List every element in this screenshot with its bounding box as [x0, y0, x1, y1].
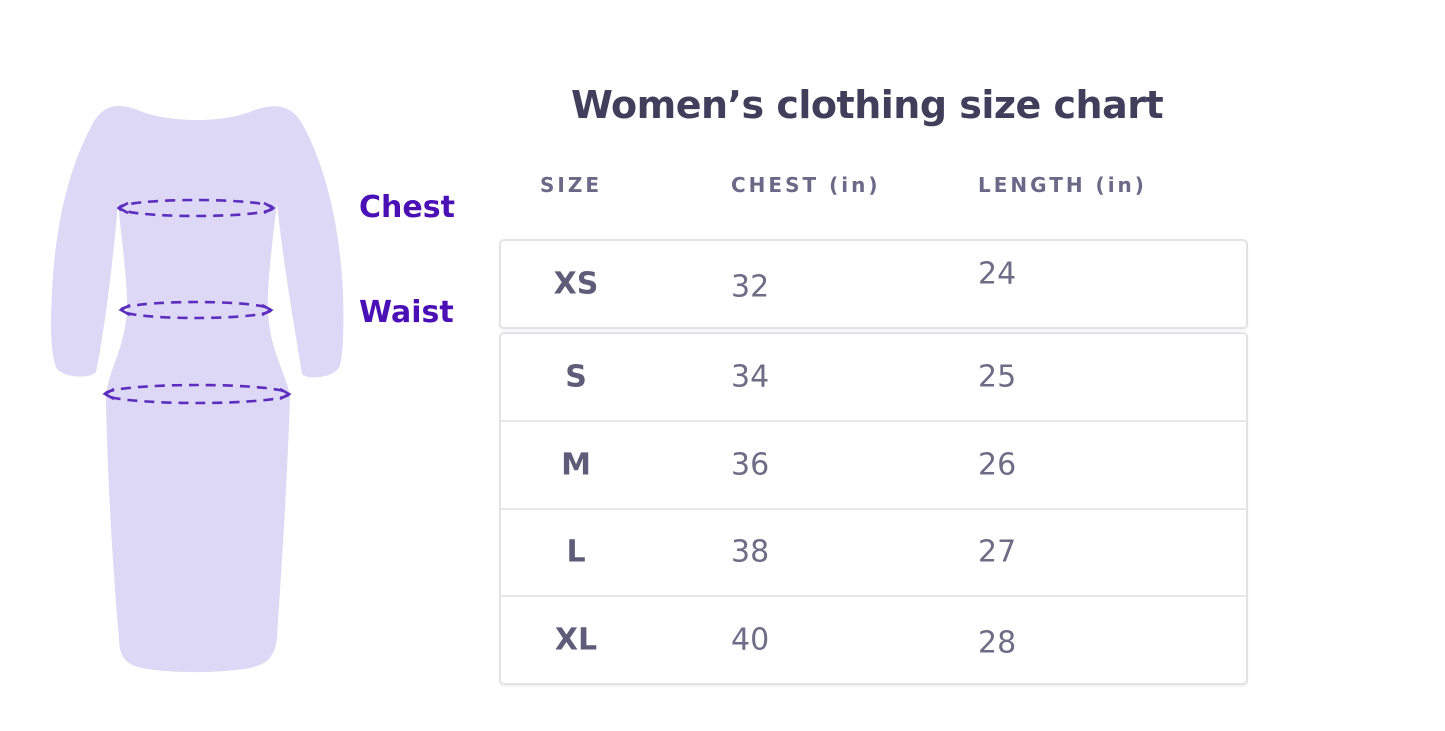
length-cell: 24 [978, 256, 1017, 292]
table-row: M 36 26 [501, 419, 1246, 508]
column-header-size: SIZE [540, 173, 603, 197]
table-row: XS 32 24 [501, 241, 1246, 327]
waist-label: Waist [359, 295, 454, 330]
hip-measurement-line [102, 383, 292, 405]
chest-cell: 34 [731, 359, 770, 395]
chest-cell: 40 [731, 622, 770, 658]
size-cell: XL [554, 622, 598, 658]
table-card-xs: XS 32 24 [499, 239, 1248, 329]
table-row: S 34 25 [501, 334, 1246, 420]
size-cell: XS [553, 266, 599, 302]
length-cell: 26 [978, 447, 1017, 483]
chest-label: Chest [359, 190, 455, 225]
chest-cell: 38 [731, 534, 770, 570]
table-row: L 38 27 [501, 507, 1246, 596]
page-title: Women’s clothing size chart [571, 83, 1164, 127]
length-cell: 28 [978, 625, 1017, 661]
dress-illustration [51, 106, 344, 673]
length-cell: 27 [978, 534, 1017, 570]
size-cell: L [566, 534, 586, 570]
chest-cell: 36 [731, 447, 770, 483]
column-header-length: LENGTH (in) [978, 173, 1147, 197]
table-card-rest: S 34 25 M 36 26 L 38 27 XL 40 28 [499, 332, 1248, 685]
waist-measurement-line [118, 300, 274, 320]
dress-silhouette [51, 106, 344, 673]
chest-measurement-line [116, 198, 276, 218]
size-cell: M [561, 447, 591, 483]
length-cell: 25 [978, 359, 1017, 395]
table-row: XL 40 28 [501, 595, 1246, 683]
size-cell: S [565, 359, 587, 395]
column-header-chest: CHEST (in) [731, 173, 881, 197]
chest-cell: 32 [731, 269, 770, 305]
